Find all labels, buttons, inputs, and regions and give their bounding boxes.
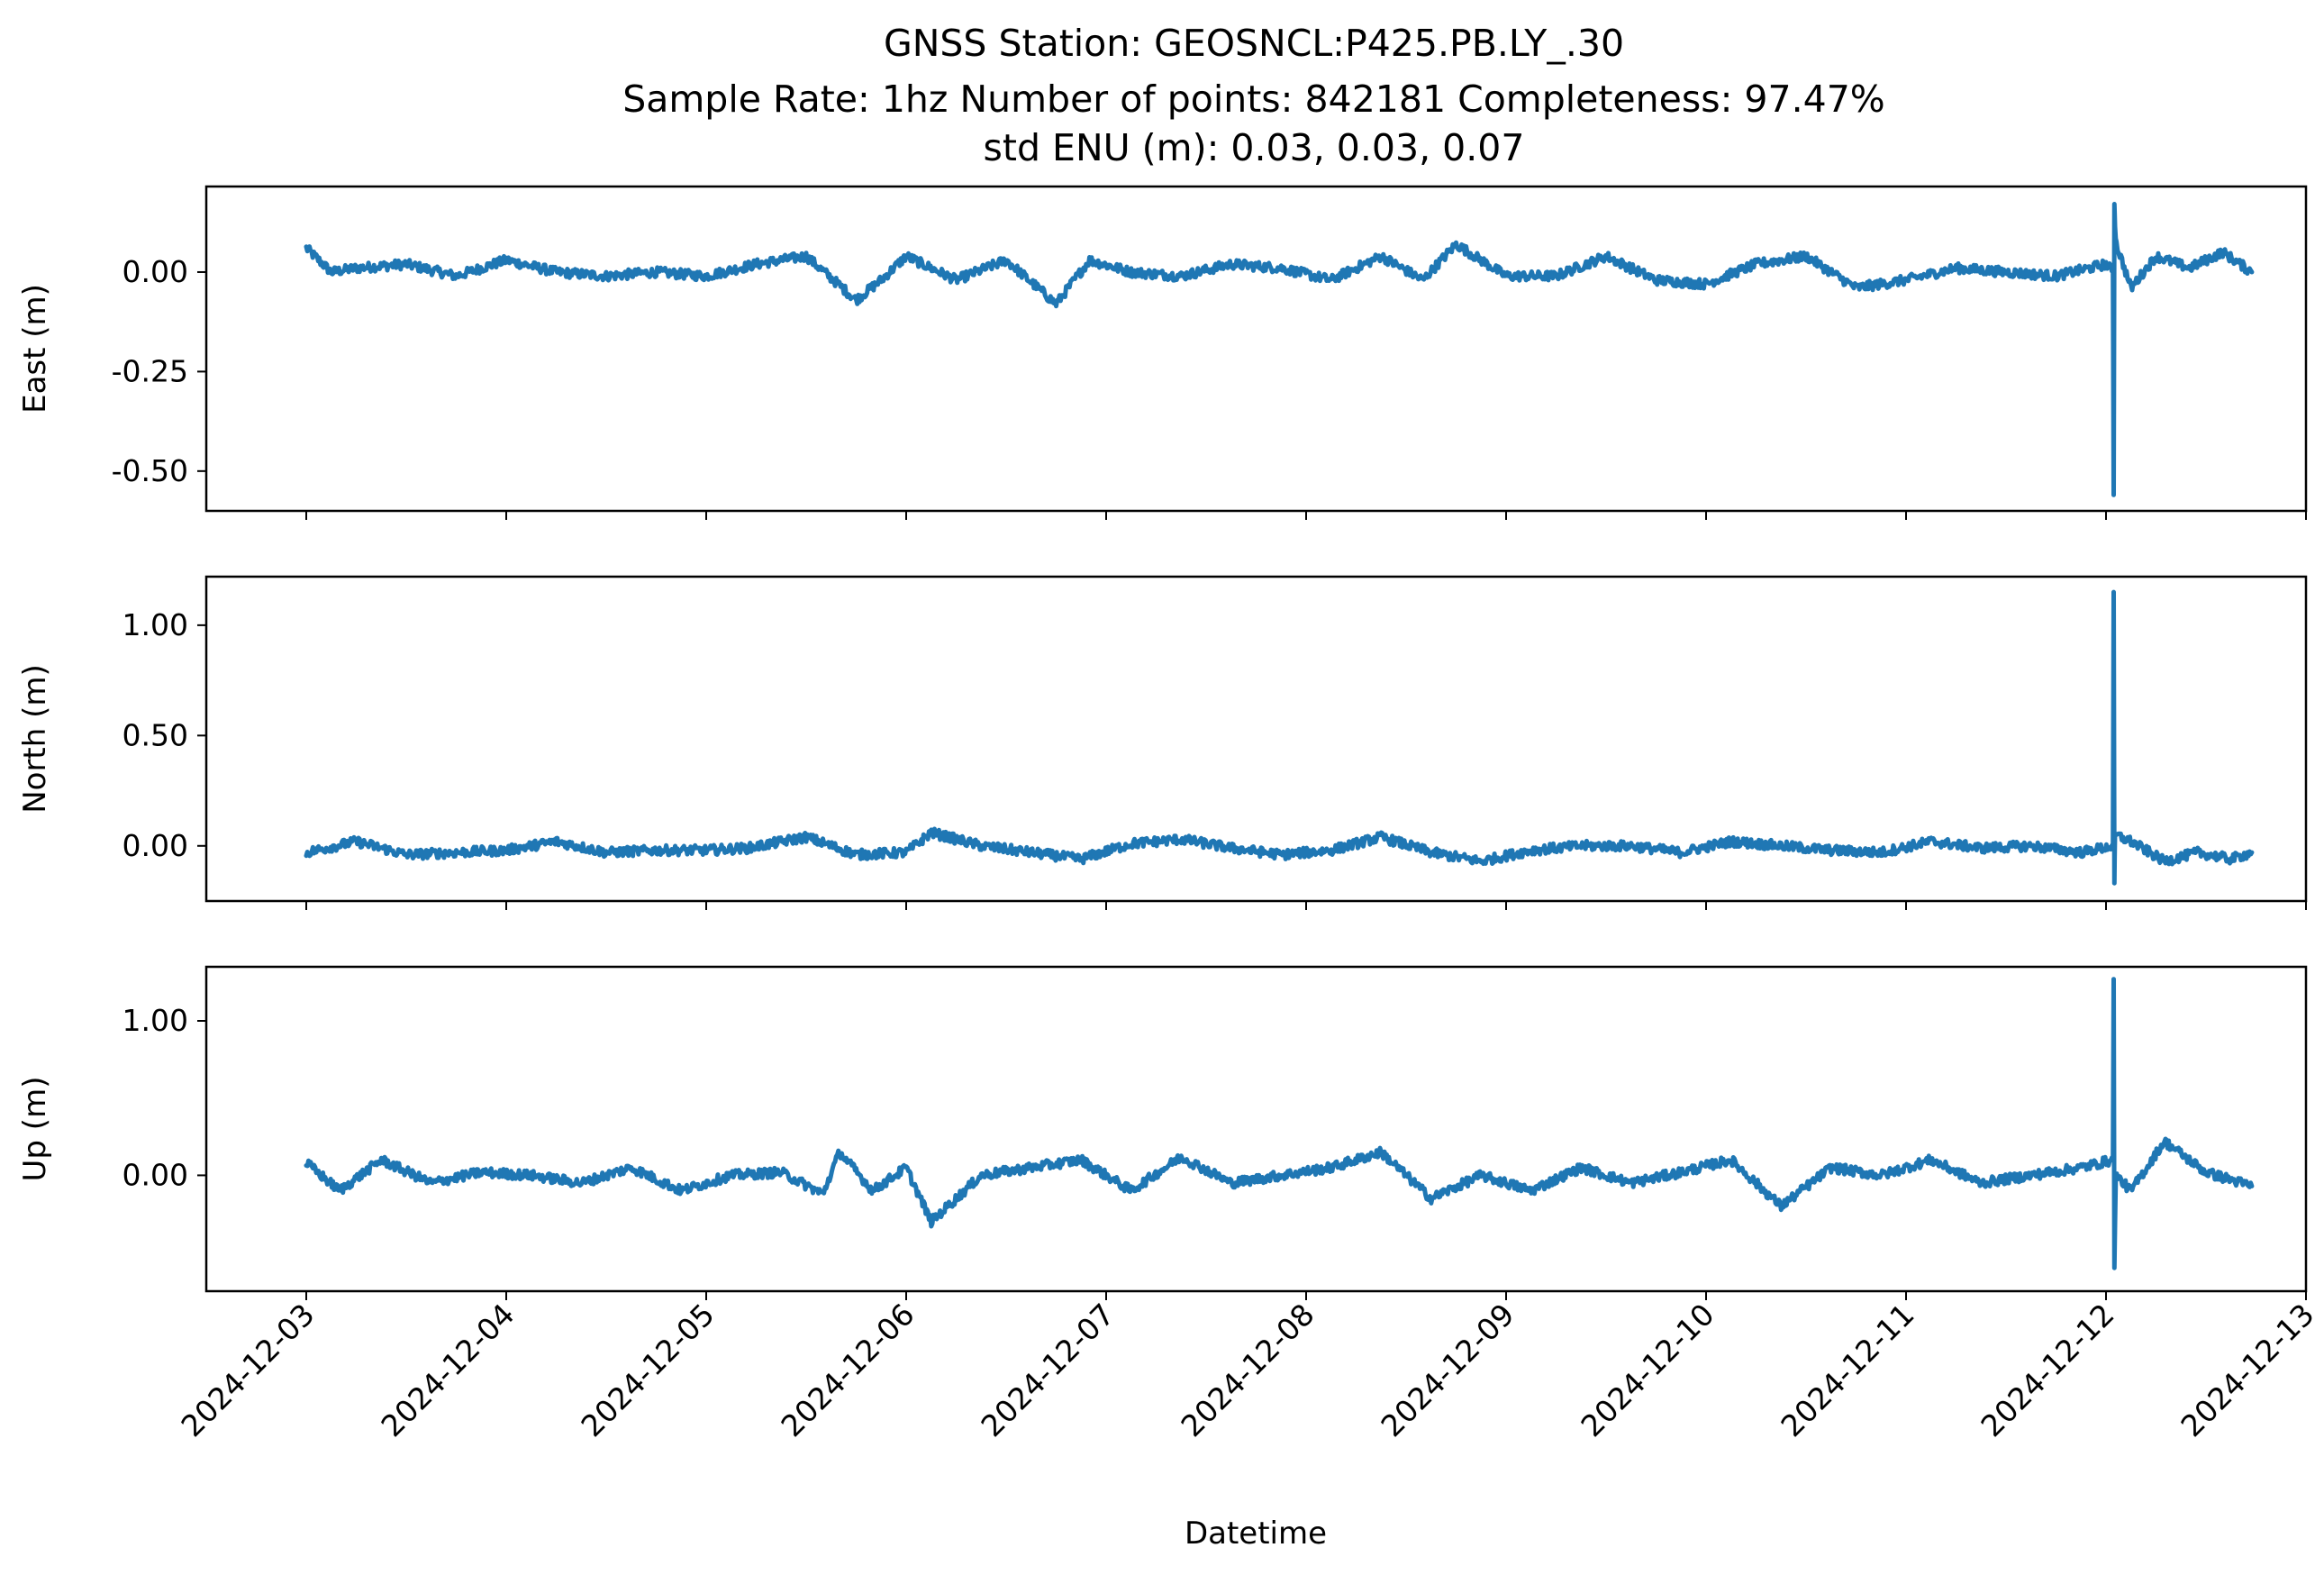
y-tick-label: 1.00 — [123, 1003, 188, 1038]
series-line — [304, 977, 2255, 1270]
y-tick-label: 0.50 — [123, 717, 188, 752]
east-ylabel: East (m) — [17, 284, 53, 414]
north-panel: North (m) 1.00 0.50 0.00 — [17, 575, 2308, 910]
y-tick-label: 0.00 — [123, 1157, 188, 1192]
north-ylabel: North (m) — [17, 664, 53, 814]
east-panel: East (m) 0.00 -0.25 -0.50 — [17, 185, 2308, 520]
y-tick-label: 1.00 — [123, 607, 188, 642]
chart-stats-line: std ENU (m): 0.03, 0.03, 0.07 — [984, 126, 1525, 169]
chart-title: GNSS Station: GEOSNCL:P425.PB.LY_.30 — [884, 22, 1624, 65]
axes-frame — [204, 185, 2308, 513]
axes-frame — [204, 575, 2308, 903]
x-axis-label: Datetime — [1185, 1516, 1327, 1552]
up-ylabel: Up (m) — [17, 1077, 53, 1182]
y-tick-label: -0.25 — [112, 353, 188, 388]
axes-frame — [204, 965, 2308, 1293]
chart-subtitle: Sample Rate: 1hz Number of points: 84218… — [622, 77, 1885, 121]
y-tick-label: -0.50 — [112, 453, 188, 488]
y-tick-label: 0.00 — [123, 828, 188, 863]
series-line — [304, 202, 2255, 497]
y-tick-label: 0.00 — [123, 254, 188, 289]
up-panel: Up (m) 1.00 0.00 — [17, 965, 2308, 1300]
series-line — [304, 589, 2255, 886]
